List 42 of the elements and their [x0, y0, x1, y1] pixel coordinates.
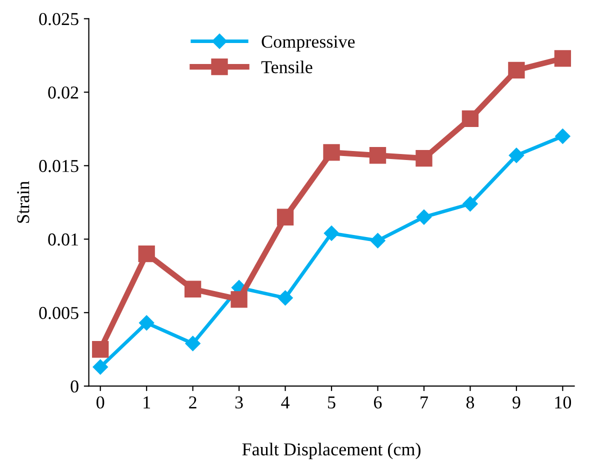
y-axis-title: Strain — [17, 181, 30, 223]
point — [508, 148, 524, 163]
point — [554, 50, 572, 67]
point — [92, 341, 109, 358]
y-tick-label: 0.015 — [39, 160, 78, 172]
x-tick-label: 6 — [374, 396, 382, 409]
point — [416, 150, 432, 167]
legend-label: Compressive — [262, 36, 355, 52]
point — [462, 110, 479, 127]
point — [184, 280, 202, 298]
point — [369, 147, 386, 164]
y-tick-label: 0.02 — [48, 86, 78, 99]
point — [508, 62, 525, 78]
x-tick-label: 0 — [96, 396, 104, 409]
x-tick-label: 7 — [420, 396, 428, 408]
point — [370, 233, 386, 248]
x-tick-label: 3 — [235, 396, 243, 409]
x-tick-label: 8 — [466, 396, 474, 409]
y-tick-label: 0.01 — [48, 233, 78, 246]
point — [324, 226, 340, 241]
x-tick-label: 4 — [281, 396, 290, 408]
x-tick-label: 2 — [189, 396, 196, 408]
y-tick-label: 0.025 — [39, 12, 78, 26]
point — [92, 359, 108, 375]
y-tick-label: 0 — [70, 380, 78, 393]
point — [138, 246, 155, 262]
x-tick-label: 9 — [512, 396, 520, 409]
point — [185, 336, 200, 352]
point — [276, 208, 294, 226]
y-tick-label: 0.005 — [39, 306, 78, 320]
point — [230, 291, 248, 308]
x-tick-label: 5 — [328, 396, 336, 409]
point — [139, 315, 154, 330]
x-tick-label: 1 — [144, 396, 150, 408]
point — [462, 196, 478, 212]
point — [416, 210, 432, 225]
x-tick-label: 10 — [555, 396, 572, 409]
point — [555, 128, 570, 144]
point — [323, 144, 340, 161]
point — [278, 290, 293, 306]
legend-label: Tensile — [261, 60, 312, 74]
x-axis-title: Fault Displacement (cm) — [242, 442, 420, 460]
